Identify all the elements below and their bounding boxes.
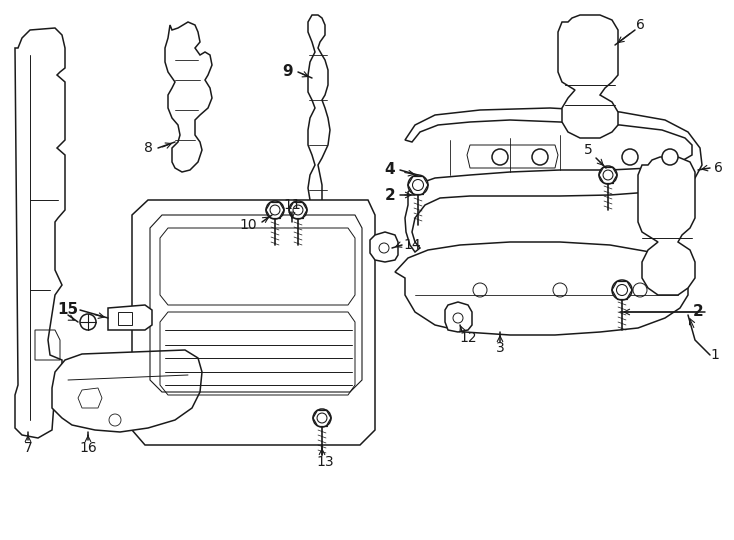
Text: 1: 1	[711, 348, 719, 362]
Polygon shape	[395, 242, 688, 335]
Polygon shape	[132, 200, 375, 445]
Text: 9: 9	[283, 64, 294, 79]
Circle shape	[266, 201, 284, 219]
Circle shape	[313, 409, 331, 427]
Text: 6: 6	[713, 161, 722, 175]
Text: 6: 6	[636, 18, 644, 32]
Text: 12: 12	[459, 331, 477, 345]
Polygon shape	[405, 108, 702, 252]
Text: 13: 13	[316, 455, 334, 469]
Text: 2: 2	[385, 187, 396, 202]
Polygon shape	[558, 15, 618, 138]
Polygon shape	[370, 232, 398, 262]
Circle shape	[289, 201, 307, 219]
Text: 3: 3	[495, 341, 504, 355]
Polygon shape	[52, 350, 202, 432]
Text: 5: 5	[584, 143, 592, 157]
Circle shape	[662, 149, 678, 165]
Circle shape	[622, 149, 638, 165]
Polygon shape	[108, 305, 152, 330]
Text: 11: 11	[283, 198, 301, 212]
Text: 16: 16	[79, 441, 97, 455]
Text: 4: 4	[385, 163, 396, 178]
Polygon shape	[445, 302, 472, 332]
Circle shape	[408, 175, 428, 195]
Text: 10: 10	[239, 218, 257, 232]
Circle shape	[532, 149, 548, 165]
Polygon shape	[165, 22, 212, 172]
Polygon shape	[308, 15, 330, 215]
Circle shape	[80, 314, 96, 330]
Polygon shape	[15, 28, 65, 438]
Text: 2: 2	[693, 305, 703, 320]
Polygon shape	[638, 157, 695, 295]
Circle shape	[599, 166, 617, 184]
Text: 7: 7	[23, 441, 32, 455]
Text: 15: 15	[57, 302, 79, 318]
Circle shape	[492, 149, 508, 165]
Circle shape	[612, 280, 632, 300]
Text: 14: 14	[403, 238, 421, 252]
Text: 8: 8	[144, 141, 153, 155]
